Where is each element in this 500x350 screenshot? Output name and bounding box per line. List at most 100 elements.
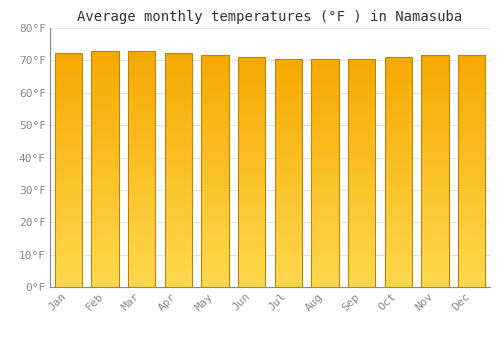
Bar (91, 219, 119, 222)
Bar (274, 241, 302, 244)
Bar (128, 201, 156, 204)
Bar (54, 141, 82, 144)
Bar (311, 85, 339, 88)
Bar (128, 222, 156, 225)
Bar (201, 200, 229, 203)
Bar (238, 258, 266, 261)
Bar (311, 79, 339, 82)
Bar (311, 60, 339, 62)
Bar (458, 104, 485, 107)
Bar (164, 208, 192, 211)
Bar (128, 184, 156, 187)
Bar (201, 165, 229, 168)
Bar (91, 172, 119, 175)
Bar (458, 99, 485, 101)
Bar (421, 232, 448, 235)
Bar (54, 161, 82, 164)
Bar (311, 281, 339, 284)
Bar (128, 131, 156, 133)
Bar (384, 212, 412, 215)
Bar (421, 110, 448, 113)
Bar (384, 198, 412, 201)
Bar (421, 194, 448, 197)
Bar (91, 207, 119, 210)
Bar (421, 183, 448, 186)
Bar (164, 182, 192, 184)
Bar (164, 184, 192, 188)
Bar (458, 212, 485, 215)
Bar (54, 108, 82, 111)
Bar (91, 107, 119, 110)
Bar (458, 177, 485, 180)
Bar (128, 51, 156, 54)
Bar (54, 79, 82, 82)
Bar (54, 76, 82, 79)
Bar (421, 156, 448, 160)
Bar (384, 149, 412, 152)
Bar (128, 77, 156, 80)
Bar (384, 126, 412, 129)
Bar (311, 65, 339, 68)
Bar (164, 240, 192, 243)
Bar (311, 62, 339, 65)
Bar (91, 54, 119, 57)
Bar (384, 221, 412, 224)
Bar (348, 176, 376, 178)
Bar (128, 63, 156, 65)
Bar (91, 272, 119, 275)
Bar (384, 80, 412, 83)
Bar (311, 162, 339, 164)
Bar (91, 210, 119, 213)
Bar (238, 121, 266, 124)
Bar (274, 176, 302, 179)
Bar (348, 76, 376, 79)
Bar (274, 74, 302, 76)
Bar (311, 111, 339, 113)
Bar (274, 139, 302, 142)
Bar (164, 76, 192, 79)
Bar (164, 155, 192, 158)
Bar (384, 235, 412, 238)
Bar (201, 128, 229, 131)
Bar (458, 128, 485, 131)
Bar (128, 263, 156, 266)
Bar (384, 206, 412, 209)
Bar (238, 57, 266, 60)
Bar (128, 60, 156, 63)
Bar (384, 195, 412, 198)
Bar (128, 107, 156, 110)
Bar (348, 59, 376, 287)
Bar (274, 259, 302, 261)
Bar (201, 125, 229, 128)
Bar (311, 156, 339, 159)
Bar (164, 82, 192, 85)
Bar (128, 127, 156, 131)
Bar (164, 193, 192, 196)
Bar (348, 130, 376, 133)
Bar (274, 196, 302, 199)
Bar (274, 168, 302, 170)
Bar (274, 193, 302, 196)
Bar (348, 96, 376, 99)
Bar (91, 269, 119, 272)
Bar (384, 258, 412, 261)
Bar (311, 139, 339, 142)
Bar (54, 188, 82, 190)
Bar (54, 68, 82, 70)
Bar (384, 103, 412, 106)
Bar (274, 96, 302, 99)
Bar (421, 84, 448, 87)
Bar (91, 181, 119, 184)
Bar (201, 284, 229, 287)
Bar (164, 202, 192, 205)
Bar (348, 167, 376, 170)
Bar (91, 139, 119, 142)
Bar (164, 65, 192, 68)
Bar (458, 220, 485, 223)
Bar (201, 261, 229, 264)
Bar (274, 244, 302, 247)
Bar (274, 230, 302, 233)
Bar (54, 270, 82, 272)
Bar (54, 135, 82, 138)
Bar (421, 78, 448, 81)
